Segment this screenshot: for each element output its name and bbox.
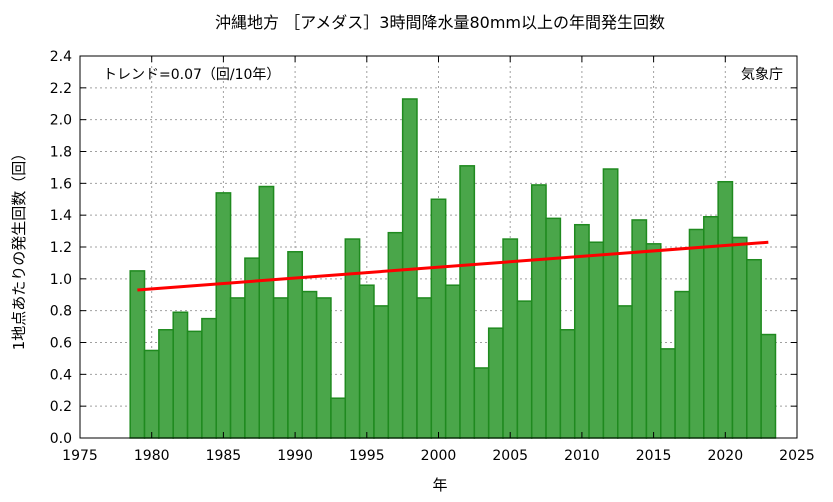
bar-1992 <box>315 297 332 439</box>
bar-2019 <box>703 216 719 439</box>
bar-2012 <box>602 168 619 439</box>
y-tick-label: 2.2 <box>50 81 72 97</box>
x-tick-label: 1985 <box>206 448 242 464</box>
x-tick-label: 1980 <box>134 448 170 464</box>
bar-1995 <box>358 284 375 439</box>
bar-1984 <box>201 317 217 439</box>
x-tick-label: 1995 <box>349 448 385 464</box>
bar-2000 <box>430 198 447 439</box>
bar-2023 <box>760 333 777 439</box>
bar-2001 <box>444 284 461 439</box>
bar-1987 <box>244 257 261 439</box>
bar-2007 <box>530 184 547 439</box>
y-axis-label: 1地点あたりの発生回数（回） <box>10 146 28 351</box>
bar-2016 <box>660 348 676 439</box>
y-tick-label: 1.4 <box>50 208 72 224</box>
bar-1991 <box>301 290 318 439</box>
x-tick-label: 2015 <box>636 448 672 464</box>
x-tick-label: 2005 <box>492 448 528 464</box>
bar-1993 <box>330 397 347 439</box>
bars <box>129 98 777 439</box>
x-tick-label: 2020 <box>707 448 743 464</box>
bar-2002 <box>459 165 476 439</box>
y-tick-label: 0.8 <box>50 304 72 320</box>
y-tick-label: 0.0 <box>50 431 72 447</box>
bar-1982 <box>172 311 189 439</box>
bar-2018 <box>688 228 705 439</box>
bar-1994 <box>344 238 361 439</box>
y-tick-label: 1.6 <box>50 176 72 192</box>
trend-line <box>137 240 769 292</box>
x-axis-label: 年 <box>432 476 447 494</box>
x-tick-label: 2000 <box>421 448 457 464</box>
bar-1985 <box>215 192 232 439</box>
bar-2021 <box>731 236 748 439</box>
y-tick-label: 0.2 <box>50 399 72 415</box>
bar-2022 <box>746 258 762 439</box>
x-tick-label: 1975 <box>62 448 98 464</box>
bar-2005 <box>502 238 519 439</box>
y-tick-label: 2.0 <box>50 113 72 129</box>
x-tick-label: 1990 <box>277 448 313 464</box>
bar-2006 <box>516 300 533 439</box>
bar-2020 <box>717 180 734 439</box>
bar-1986 <box>229 297 246 439</box>
bar-2004 <box>487 327 504 439</box>
bar-2003 <box>473 367 490 439</box>
bar-1979 <box>129 270 146 439</box>
source-label: 気象庁 <box>741 67 783 83</box>
bar-1999 <box>416 297 433 439</box>
chart-title: 沖縄地方 ［アメダス］3時間降水量80mm以上の年間発生回数 <box>215 13 665 32</box>
y-tick-label: 1.8 <box>50 145 72 161</box>
bar-1997 <box>387 231 404 439</box>
trend-layer <box>137 240 769 292</box>
y-tick-label: 0.6 <box>50 336 72 352</box>
bar-1980 <box>143 349 160 439</box>
bar-2011 <box>588 241 605 439</box>
bar-2013 <box>617 305 633 439</box>
bar-2008 <box>545 217 562 439</box>
x-tick-label: 2025 <box>779 448 815 464</box>
y-tick-label: 0.4 <box>50 367 72 383</box>
bar-1988 <box>258 185 275 439</box>
bar-1983 <box>186 330 203 439</box>
axes: 0.0 0.2 0.4 0.6 0.8 1.0 1.2 1.4 1.6 1.8 2.0 2.2 2.4 1… <box>50 49 815 464</box>
y-tick-label: 1.2 <box>50 240 72 256</box>
bar-1996 <box>373 305 390 439</box>
x-tick-label: 2010 <box>564 448 600 464</box>
bar-1989 <box>272 297 289 439</box>
trend-annotation: トレンド=0.07（回/10年） <box>103 67 280 83</box>
y-tick-label: 1.0 <box>50 272 72 288</box>
bar-1981 <box>158 329 174 439</box>
bar-2009 <box>559 329 576 439</box>
bar-2017 <box>674 290 691 439</box>
y-tick-label: 2.4 <box>50 49 72 65</box>
bar-2015 <box>645 243 662 439</box>
